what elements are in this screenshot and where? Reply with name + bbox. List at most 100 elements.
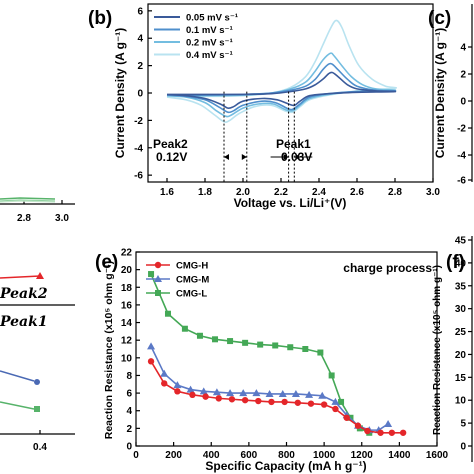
panel-b-xtick-label: 3.0 — [426, 187, 440, 198]
panel-e-point — [241, 396, 249, 404]
panel-e-ytick-label: 16 — [121, 300, 133, 311]
panel-f-ylabel: Reaction Resistance (x10⁵ ohm g⁻¹) — [432, 265, 443, 435]
panel-e-legend-label: CMG-M — [176, 275, 209, 286]
panel-f-ytick-label: 30 — [455, 304, 467, 315]
panel-b-peak2-label: Peak2 — [153, 137, 188, 151]
left-tick-3.0: 3.0 — [55, 213, 69, 224]
panel-e-ytick-label: 4 — [126, 406, 132, 417]
panel-e-legend-marker — [155, 290, 161, 296]
panel-e-point — [287, 344, 294, 351]
panel-e-point — [148, 271, 155, 278]
panel-f-ticks: 45 40 35 30 25 20 15 10 5 0 — [455, 236, 472, 453]
left-blue-series-line — [0, 370, 35, 382]
panel-b-series — [166, 19, 397, 123]
panel-e-point — [332, 405, 339, 413]
panel-f-partial: (f) 45 40 35 30 25 20 15 10 5 0 Reaction Resistan… — [432, 236, 473, 462]
panel-e-ytick-label: 12 — [121, 336, 133, 347]
panel-e-xtick-label: 1200 — [351, 450, 374, 461]
panel-e-point — [302, 346, 309, 352]
panel-e-resistance-chart: (e) 0 200 400 600 800 1000 1200 1400 1600 0 2 4 6 8 10… — [95, 248, 449, 474]
panel-e-point — [384, 419, 393, 427]
panel-label-b: (b) — [88, 8, 112, 29]
panel-e-series — [147, 271, 407, 436]
panel-b-ytick-label: -6 — [134, 171, 143, 182]
panel-e-legend-label: CMG-L — [176, 289, 207, 300]
panel-e-point — [189, 391, 196, 399]
left-ratio-top: Peak2 — [0, 286, 48, 302]
panel-c-ytick-label: 0 — [460, 97, 466, 108]
panel-e-point — [160, 369, 169, 377]
panel-e-point — [174, 388, 181, 395]
panel-e-point — [257, 341, 264, 348]
panel-e-point — [202, 393, 209, 400]
panel-e-point — [173, 381, 182, 389]
left-red-series-line — [0, 275, 41, 279]
panel-e-point — [291, 389, 300, 397]
panel-f-ytick-label: 20 — [455, 350, 467, 361]
panel-b-peak1-label: Peak1 — [276, 137, 311, 151]
panel-b-legend-label: 0.4 mV s⁻¹ — [186, 50, 233, 61]
left-green-series-marker — [34, 406, 40, 412]
panel-e-point — [252, 389, 261, 397]
panel-e-point — [212, 336, 219, 343]
panel-b-xtick-label: 2.2 — [274, 187, 288, 198]
panel-b-legend-label: 0.2 mV s⁻¹ — [186, 38, 233, 49]
panel-c-ytick-label: 2 — [460, 70, 466, 81]
panel-e-legend-marker — [154, 275, 162, 282]
panel-b-series-line — [166, 71, 397, 110]
panel-b-delta-peak2: 0.12V — [156, 150, 187, 164]
panel-e-point — [338, 398, 345, 405]
panel-b-ytick-label: 2 — [137, 61, 143, 72]
panel-e-point — [331, 397, 340, 405]
panel-e-xtick-label: 1000 — [313, 450, 336, 461]
panel-e-point — [161, 380, 168, 387]
panel-f-ytick-label: 0 — [460, 442, 466, 453]
panel-c-partial: (c) 4 2 0 -2 -4 -6 Current Density (A g⁻¹) — [428, 4, 473, 187]
left-partial-top: 2.8 3.0 — [0, 197, 75, 224]
panel-b-legend-label: 0.05 mV s⁻¹ — [186, 13, 238, 24]
left-blue-series-marker — [34, 379, 40, 385]
left-partial-curves — [0, 197, 56, 203]
panel-c-ticks: 4 2 0 -2 -4 -6 — [457, 43, 472, 187]
panel-e-ytick-label: 8 — [126, 371, 132, 382]
panel-c-ytick-label: 4 — [460, 43, 466, 54]
panel-b-legend: 0.05 mV s⁻¹0.1 mV s⁻¹ 0.2 mV s⁻¹0.4 mV s⁻… — [154, 13, 238, 61]
panel-b-xtick-label: 2.6 — [350, 187, 364, 198]
left-tick-2.8: 2.8 — [17, 213, 31, 224]
panel-e-point — [268, 398, 275, 406]
panel-c-ytick-label: -4 — [457, 151, 466, 162]
panel-label-e: (e) — [95, 252, 118, 273]
panel-e-ytick-label: 22 — [121, 248, 133, 259]
panel-f-ytick-label: 5 — [460, 419, 466, 430]
panel-e-point — [196, 332, 203, 339]
panel-e-xtick-label: 1600 — [426, 450, 449, 461]
panel-e-point — [227, 338, 234, 345]
panel-e-xlabel: Specific Capacity (mA h g⁻¹) — [205, 459, 366, 473]
panel-e-point — [364, 427, 371, 435]
panel-b-ytick-label: 0 — [137, 89, 143, 100]
panel-e-ytick-label: 2 — [126, 424, 132, 435]
panel-f-ytick-label: 15 — [455, 373, 467, 384]
panel-f-ytick-label: 25 — [455, 327, 467, 338]
panel-f-ytick-label: 45 — [455, 236, 467, 247]
panel-e-point — [317, 349, 324, 356]
left-partial-bottom: Peak2 Peak1 0.4 — [0, 272, 75, 453]
panel-e-xtick-label: 600 — [241, 450, 258, 461]
panel-e-point — [343, 414, 350, 421]
panel-b-ticks: 1.6 1.8 2.0 2.2 2.4 2.6 2.8 3.0 6 4 2 0 -2 -4 -6 — [134, 6, 440, 198]
panel-b-xtick-label: 2.8 — [388, 187, 402, 198]
left-ratio-bottom: Peak1 — [0, 314, 48, 330]
panel-e-point — [255, 397, 262, 405]
panel-e-point — [265, 389, 274, 397]
panel-e-ytick-label: 10 — [121, 353, 133, 364]
panel-b-delta-peak1: 0.03V — [281, 150, 312, 164]
panel-e-point — [354, 422, 362, 429]
panel-e-xtick-label: 800 — [278, 450, 295, 461]
panel-b-series-line — [166, 52, 397, 118]
panel-b-xlabel: Voltage vs. Li/Li⁺(V) — [234, 196, 347, 210]
panel-e-point — [294, 399, 301, 406]
panel-label-c: (c) — [428, 8, 451, 29]
panel-e-point — [164, 310, 171, 317]
panel-e-ytick-label: 0 — [126, 442, 132, 453]
